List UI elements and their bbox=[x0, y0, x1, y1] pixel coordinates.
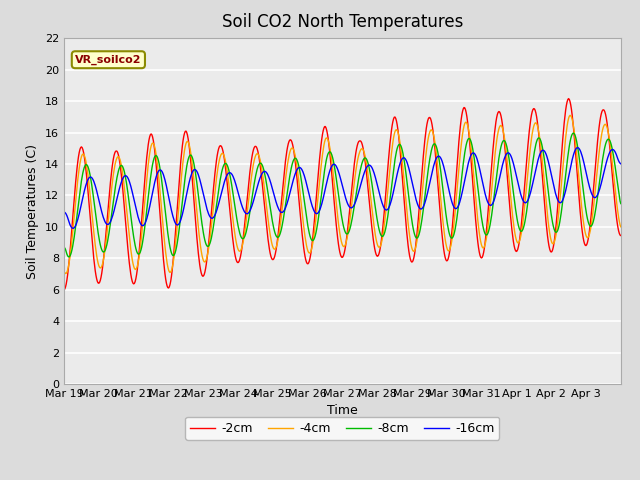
-8cm bbox=[277, 228, 285, 233]
-8cm bbox=[228, 187, 236, 192]
-2cm bbox=[431, 146, 439, 152]
Y-axis label: Soil Temperatures (C): Soil Temperatures (C) bbox=[26, 144, 39, 279]
-16cm bbox=[60, 209, 68, 215]
-2cm bbox=[276, 210, 284, 216]
-2cm bbox=[255, 156, 263, 162]
-16cm bbox=[573, 145, 581, 151]
-8cm bbox=[401, 159, 408, 165]
Title: Soil CO2 North Temperatures: Soil CO2 North Temperatures bbox=[221, 13, 463, 31]
-2cm bbox=[400, 193, 408, 199]
-16cm bbox=[432, 157, 440, 163]
-4cm bbox=[566, 112, 574, 118]
Line: -4cm: -4cm bbox=[64, 115, 621, 274]
-2cm bbox=[617, 233, 625, 239]
-2cm bbox=[228, 227, 236, 232]
-16cm bbox=[256, 175, 264, 181]
-4cm bbox=[277, 216, 285, 222]
-16cm bbox=[126, 181, 134, 187]
Text: VR_soilco2: VR_soilco2 bbox=[75, 55, 141, 65]
-4cm bbox=[401, 182, 408, 188]
-4cm bbox=[60, 269, 68, 275]
-8cm bbox=[617, 201, 625, 206]
-4cm bbox=[617, 224, 625, 230]
-8cm bbox=[256, 160, 264, 166]
-2cm bbox=[125, 260, 133, 266]
X-axis label: Time: Time bbox=[327, 405, 358, 418]
-16cm bbox=[69, 226, 77, 231]
-8cm bbox=[65, 254, 73, 260]
Legend: -2cm, -4cm, -8cm, -16cm: -2cm, -4cm, -8cm, -16cm bbox=[186, 417, 499, 440]
-8cm bbox=[60, 244, 68, 250]
-4cm bbox=[256, 156, 264, 162]
-8cm bbox=[126, 207, 134, 213]
Line: -2cm: -2cm bbox=[64, 98, 621, 290]
-2cm bbox=[564, 96, 572, 101]
-4cm bbox=[61, 271, 69, 276]
-2cm bbox=[60, 287, 68, 293]
-8cm bbox=[432, 142, 440, 148]
Line: -8cm: -8cm bbox=[64, 133, 621, 257]
-16cm bbox=[401, 155, 408, 161]
-4cm bbox=[432, 145, 440, 151]
-4cm bbox=[126, 240, 134, 246]
-16cm bbox=[277, 209, 285, 215]
-8cm bbox=[570, 130, 577, 136]
-4cm bbox=[228, 212, 236, 218]
-16cm bbox=[617, 161, 625, 167]
-16cm bbox=[228, 172, 236, 178]
Line: -16cm: -16cm bbox=[64, 148, 621, 228]
